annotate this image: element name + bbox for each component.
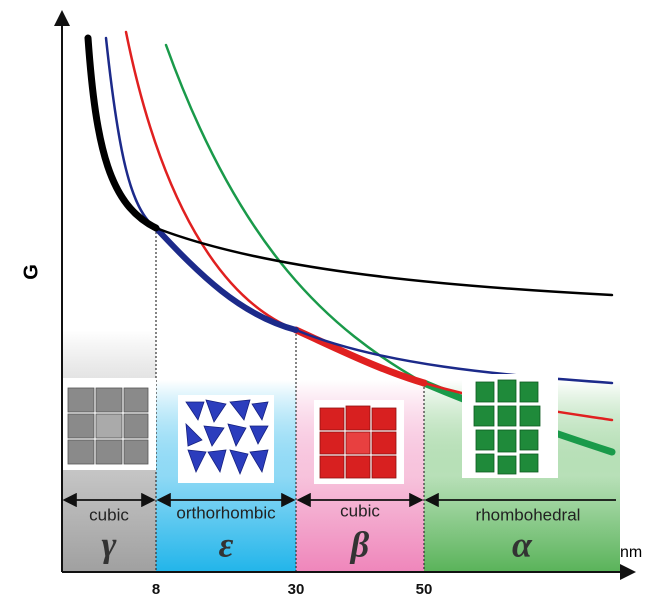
crystal-beta	[314, 400, 404, 484]
phase-label: α	[512, 524, 533, 564]
curve-epsilon	[106, 38, 156, 228]
curve-gamma	[156, 228, 612, 295]
phase-label: γ	[102, 524, 117, 564]
curve-gamma-stable	[88, 38, 156, 228]
crystal-alpha	[462, 374, 558, 478]
x-tick-label: 8	[152, 581, 160, 598]
structure-label: rhombohedral	[476, 505, 581, 524]
y-axis-label: G	[20, 264, 42, 280]
crystal-epsilon	[178, 395, 274, 483]
curve-epsilon	[296, 330, 612, 383]
crystal-gamma	[58, 378, 156, 470]
structure-label: orthorhombic	[176, 503, 276, 522]
diagram: cubic γ orthorhombic ε cubic β rhombohed…	[0, 0, 649, 600]
phase-label: β	[349, 524, 370, 564]
structure-label: cubic	[340, 501, 380, 520]
x-tick-label: 30	[288, 581, 305, 598]
x-axis-unit: nm	[620, 544, 642, 561]
x-tick-label: 50	[416, 581, 433, 598]
structure-label: cubic	[89, 505, 129, 524]
phase-label: ε	[219, 524, 234, 564]
